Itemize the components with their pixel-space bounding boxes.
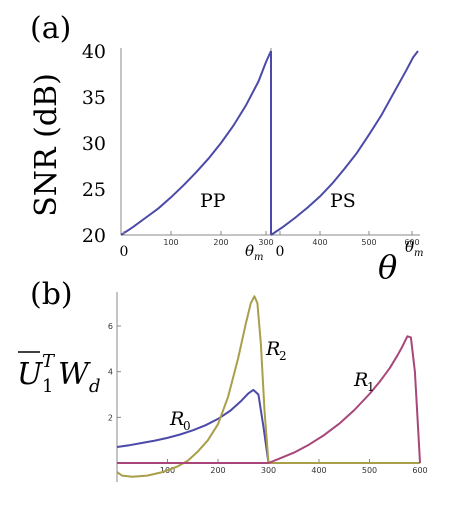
panel-b-y-tick-label: 6 [108,322,113,331]
panel-a-y-axis-label: SNR (dB) [29,73,64,217]
panel-a-x-tick-label: 400 [312,238,327,247]
r1-label-sub: 1 [367,380,375,394]
r0-label-sub: 0 [183,419,191,433]
panel-a-y-tick-label: 25 [82,179,106,201]
series-line-r1 [117,335,421,464]
panel-b-x-ticks: 100 200 300 400 500 600 [160,459,428,475]
theta-m-marker-left: θ m [245,242,263,263]
theta-m-right-sub: m [414,248,423,259]
r2-label: R 2 [265,338,287,363]
panel-b-x-tick-label: 300 [261,466,276,475]
ylabel-w: W [58,357,91,392]
panel-b-y-ticks: 2 4 6 [108,322,121,422]
series-line-r2 [116,295,420,478]
r0-label: R 0 [169,408,191,433]
series-line-pp [120,50,272,236]
panel-a-series [120,50,419,236]
panel-a-y-tick-label: 30 [82,133,106,155]
panel-a-x-tick-label: 300 [258,238,273,247]
panel-b-x-tick-label: 600 [412,466,427,475]
ps-label: PS [330,190,356,212]
pp-label: PP [200,190,226,212]
panel-a-x-tick-label: 200 [213,238,228,247]
r1-label-main: R [353,369,368,391]
panel-a-label: (a) [30,11,71,46]
panel-a-x-axis-label: θ [378,248,397,286]
panel-b: (b) U 1 T W d 246 100 200 300 400 500 600 R 0… [17,277,428,482]
ylabel-u-sup: T [42,351,56,372]
panel-a-y-tick-label: 20 [82,225,106,247]
r0-label-main: R [169,408,184,430]
ylabel-u: U [17,357,44,392]
r2-label-sub: 2 [279,349,287,363]
panel-a-y-tick-label: 40 [82,41,106,63]
theta-m-left-symbol: θ [245,242,254,260]
theta-m-marker-right: θ m [405,238,423,259]
panel-a-x-tick-label: 0 [276,244,285,260]
theta-m-left-sub: m [254,252,263,263]
panel-b-x-tick-label: 500 [362,466,377,475]
panel-b-y-tick-label: 4 [108,368,113,377]
panel-a-y-ticks: 20 25 30 35 40 [82,41,106,247]
panel-b-y-tick-label: 2 [108,413,113,422]
panel-b-x-tick-label: 400 [311,466,326,475]
panel-a-x-tick-label: 600 [404,238,419,247]
panel-b-y-axis-label: U 1 T W d [17,351,101,397]
r2-label-main: R [265,338,280,360]
theta-m-right-symbol: θ [405,238,414,256]
panel-a-x-tick-label: 100 [163,238,178,247]
ylabel-w-sub: d [89,376,101,397]
r1-label: R 1 [353,369,375,394]
panel-a-x-tick-label: 0 [120,244,129,260]
panel-b-series [116,295,421,478]
ylabel-u-sub: 1 [42,376,53,397]
panel-b-label: (b) [30,277,73,312]
panel-a-x-tick-label: 500 [361,238,376,247]
series-line-ps [270,50,419,236]
panel-b-x-tick-label: 200 [210,466,225,475]
panel-a-y-tick-label: 35 [82,87,106,109]
